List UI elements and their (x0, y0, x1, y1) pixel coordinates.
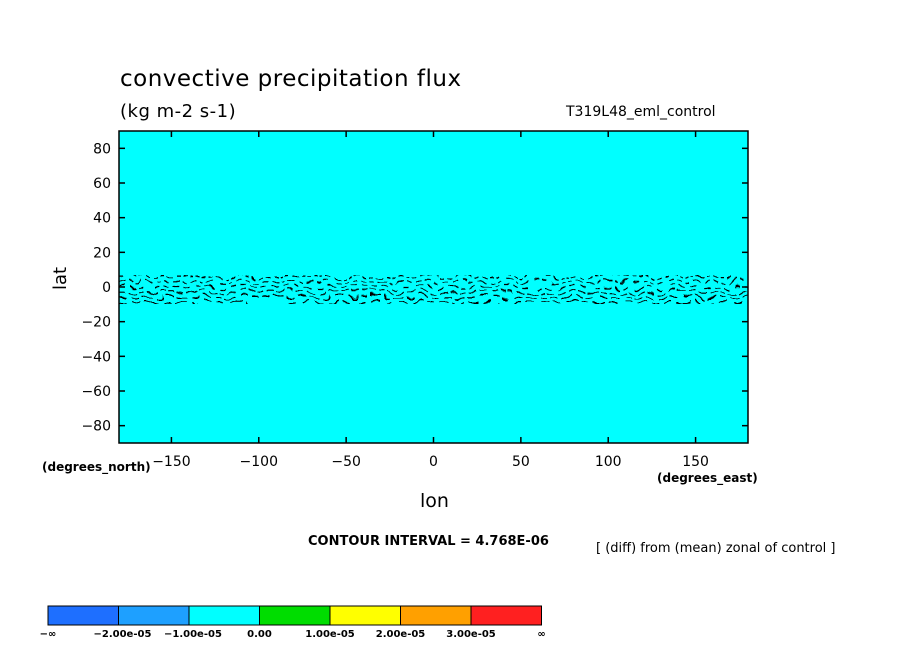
colorbar-label: 2.00e-05 (375, 629, 426, 640)
run-name: T319L48_eml_control (566, 104, 716, 120)
colorbar-label: −∞ (39, 629, 57, 640)
x-tick-label: −150 (152, 454, 190, 470)
x-axis: −150 −100 −50 0 50 100 150 (152, 131, 709, 470)
x-tick-label: 150 (682, 454, 709, 470)
colorbar-segment (47, 605, 119, 626)
colorbar-label: 1.00e-05 (305, 629, 355, 640)
equatorial-band (119, 276, 748, 304)
contour-field (119, 131, 748, 443)
y-tick-label: 60 (93, 176, 111, 192)
colorbar-label: −1.00e-05 (164, 629, 222, 640)
colorbar-segment (400, 605, 472, 626)
diff-note: [ (diff) from (mean) zonal of control ] (596, 541, 836, 556)
x-tick-label: 0 (429, 454, 438, 470)
y-axis-label: lat (50, 266, 71, 290)
y-tick-label: −40 (81, 349, 111, 365)
colorbar-segment (470, 605, 542, 626)
colorbar-label: −2.00e-05 (93, 629, 152, 640)
y-axis-units: (degrees_north) (42, 460, 151, 474)
y-tick-label: 80 (93, 141, 111, 157)
colorbar-segment (259, 605, 331, 626)
y-tick-label: −20 (81, 315, 111, 331)
x-tick-label: −100 (240, 454, 278, 470)
x-tick-label: −50 (331, 454, 361, 470)
y-tick-label: −80 (81, 419, 111, 435)
chart-title: convective precipitation flux (120, 66, 462, 92)
y-tick-label: 40 (93, 211, 111, 227)
colorbar-label: ∞ (537, 629, 546, 640)
y-axis: 80 60 40 20 0 −20 −40 −60 −80 (81, 141, 748, 435)
x-tick-label: 50 (512, 454, 530, 470)
chart-units: (kg m-2 s-1) (120, 101, 237, 122)
x-axis-units: (degrees_east) (657, 471, 758, 485)
colorbar-segment (329, 605, 401, 626)
contour-interval: CONTOUR INTERVAL = 4.768E-06 (308, 534, 549, 549)
y-tick-label: 0 (102, 280, 111, 296)
colorbar (47, 605, 542, 626)
colorbar-label: 3.00e-05 (446, 629, 496, 640)
colorbar-segment (188, 605, 260, 626)
x-axis-label: lon (420, 490, 449, 512)
colorbar-segment (118, 605, 190, 626)
y-tick-label: −60 (81, 384, 111, 400)
y-tick-label: 20 (93, 245, 111, 261)
colorbar-label: 0.00 (247, 629, 272, 640)
x-tick-label: 100 (595, 454, 622, 470)
